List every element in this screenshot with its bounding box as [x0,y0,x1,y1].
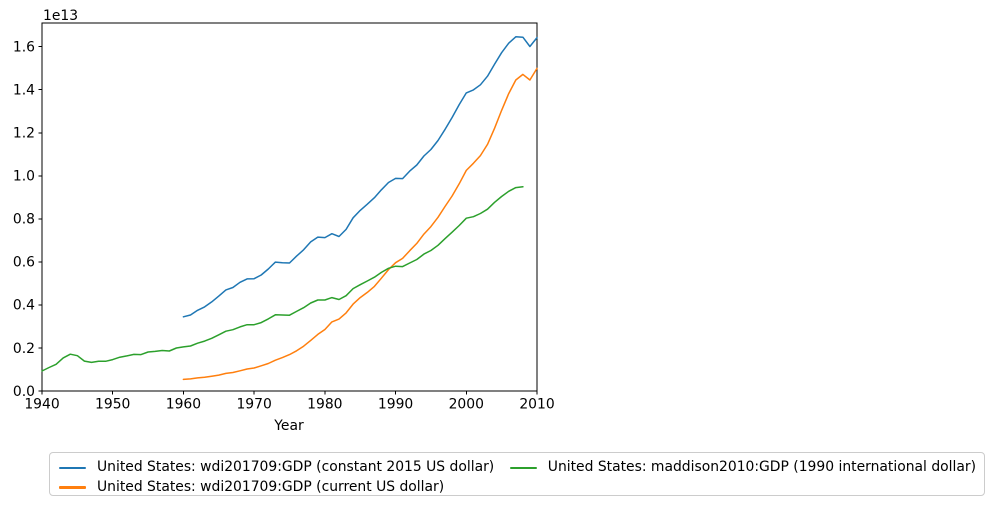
x-axis: 1940 1950 1960 1970 1980 1990 2000 2010 [24,391,555,413]
y-tick-label: 0.8 [13,212,35,228]
legend-label-constant-usd: United States: wdi201709:GDP (constant 2… [97,459,495,475]
y-axis: 0.0 0.2 0.4 0.6 0.8 1.0 1.2 1.4 1.6 [13,39,42,400]
legend-label-maddison: United States: maddison2010:GDP (1990 in… [547,459,976,475]
series-line-2 [41,186,524,372]
series-line-0 [182,36,538,318]
x-axis-label: Year [273,418,304,434]
x-tick-label: 1980 [307,397,342,413]
plot-area [41,22,538,392]
series-line-1 [182,67,538,381]
legend-line-sample-green-icon [509,466,537,469]
y-axis-offset-label: 1e13 [43,8,78,24]
y-tick-label: 0.4 [13,298,35,314]
y-tick-label: 1.0 [13,169,35,185]
legend-line-sample-orange-icon [59,486,86,489]
y-tick-label: 0.0 [13,384,35,400]
x-tick-label: 1970 [236,397,271,413]
x-tick-label: 1990 [378,397,413,413]
legend: United States: wdi201709:GDP (constant 2… [49,452,985,496]
y-tick-label: 1.6 [13,39,35,55]
legend-line-sample-blue-icon [59,466,86,469]
legend-item-current-usd: United States: wdi201709:GDP (current US… [59,478,510,498]
legend-item-constant-usd: United States: wdi201709:GDP (constant 2… [59,458,510,478]
x-tick-label: 1950 [95,397,130,413]
x-tick-label: 1960 [166,397,201,413]
y-tick-label: 1.4 [13,83,35,99]
x-tick-label: 2000 [449,397,484,413]
y-tick-label: 1.2 [13,126,35,142]
x-tick-label: 1940 [24,397,59,413]
x-tick-label: 2010 [519,397,554,413]
gdp-line-chart: 1e13 0.0 0.2 0.4 0.6 0.8 1.0 1.2 1.4 1.6 1940 195… [13,8,555,434]
legend-item-maddison: United States: maddison2010:GDP (1990 in… [509,458,976,478]
series-lines [41,36,538,381]
y-tick-label: 0.2 [13,341,35,357]
legend-label-current-usd: United States: wdi201709:GDP (current US… [97,478,445,495]
y-tick-label: 0.6 [13,255,35,271]
legend-column-2: United States: maddison2010:GDP (1990 in… [509,458,976,478]
legend-column-1: United States: wdi201709:GDP (constant 2… [59,458,510,497]
